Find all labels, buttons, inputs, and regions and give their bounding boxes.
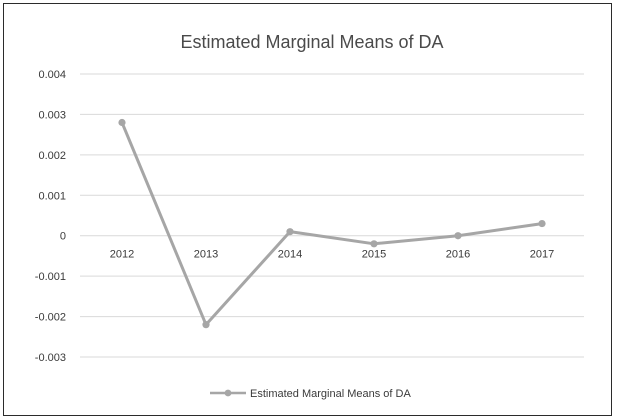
- data-point: [118, 118, 126, 127]
- y-tick-label: -0.002: [35, 312, 66, 324]
- y-tick-label: 0.004: [38, 69, 66, 81]
- data-point: [538, 219, 546, 228]
- gridlines: [80, 73, 584, 358]
- x-tick-label: 2016: [446, 249, 470, 261]
- series-line: [120, 121, 543, 327]
- x-tick-label: 2015: [362, 249, 386, 261]
- legend-label: Estimated Marginal Means of DA: [250, 388, 411, 400]
- legend-marker: [224, 389, 232, 397]
- x-axis-tick-labels: 2012 2013 2014 2015 2016 2017: [110, 249, 554, 261]
- data-point: [202, 321, 210, 329]
- y-tick-label: 0.002: [38, 150, 66, 162]
- x-tick-label: 2012: [110, 249, 134, 261]
- data-point: [370, 240, 378, 248]
- chart-frame: [3, 3, 612, 416]
- data-point: [286, 228, 294, 236]
- y-tick-label: -0.001: [35, 271, 66, 283]
- x-tick-label: 2013: [194, 249, 218, 261]
- y-axis-tick-labels: 0.004 0.003 0.002 0.001 0 -0.001 -0.002 -0.003: [35, 69, 66, 364]
- y-tick-label: 0: [60, 231, 66, 243]
- legend: Estimated Marginal Means of DA: [210, 388, 411, 400]
- y-tick-label: 0.003: [38, 109, 66, 121]
- chart-title: Estimated Marginal Means of DA: [180, 32, 443, 52]
- data-point: [454, 232, 462, 240]
- y-tick-label: 0.001: [38, 190, 66, 202]
- x-tick-label: 2017: [530, 249, 554, 261]
- y-tick-label: -0.003: [35, 352, 66, 364]
- x-tick-label: 2014: [278, 249, 302, 261]
- series-layer: [118, 118, 546, 329]
